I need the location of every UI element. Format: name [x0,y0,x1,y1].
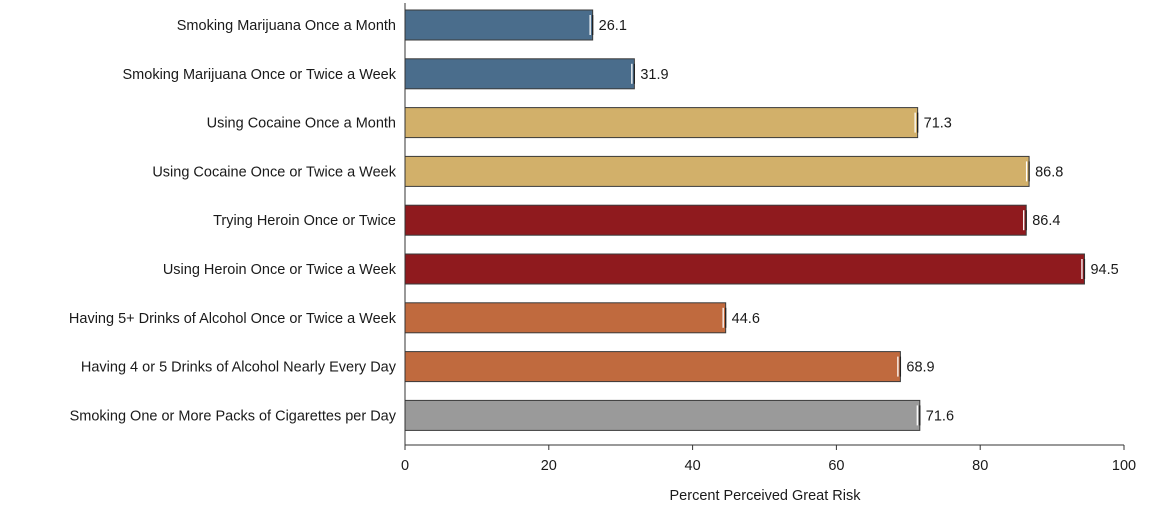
error-bar [631,63,638,84]
value-label: 86.4 [1032,213,1060,229]
x-tick-label: 40 [685,458,701,474]
category-labels: Smoking Marijuana Once a Month Smoking Ma… [69,18,397,424]
x-axis-title: Percent Perceived Great Risk [670,488,862,504]
error-bar [1023,210,1030,231]
x-tick-label: 60 [828,458,844,474]
value-labels: 26.1 31.9 71.3 86.8 86.4 94.5 44.6 68.9 71.6 [599,18,1119,424]
value-label: 94.5 [1090,262,1118,278]
category-label: Smoking Marijuana Once or Twice a Week [123,67,397,83]
error-bar [914,112,921,133]
value-label: 71.6 [926,408,954,424]
error-bar [722,307,729,328]
category-label: Smoking One or More Packs of Cigarettes … [70,408,397,424]
bar [404,9,594,41]
bar [404,155,1030,187]
bar [404,302,727,334]
value-label: 44.6 [732,311,760,327]
bars [404,9,1088,431]
bar [404,204,1027,236]
bar [404,107,919,139]
value-label: 71.3 [924,116,952,132]
value-label: 31.9 [640,67,668,83]
value-label: 86.8 [1035,164,1063,180]
category-label: Using Cocaine Once or Twice a Week [152,164,396,180]
value-label: 68.9 [906,360,934,376]
category-label: Trying Heroin Once or Twice [213,213,396,229]
bar [404,399,921,431]
error-bar [589,15,596,35]
bar [404,253,1085,285]
error-bar [1081,259,1088,279]
x-tick-label: 100 [1112,458,1136,474]
x-tick-label: 0 [401,458,409,474]
x-axis: 0 20 40 60 80 100 [401,3,1136,474]
category-label: Using Heroin Once or Twice a Week [163,262,397,278]
category-label: Using Cocaine Once a Month [207,116,396,132]
bar [404,351,901,383]
bar [404,58,635,90]
error-bar [916,405,923,426]
x-tick-label: 80 [972,458,988,474]
error-bar [897,356,904,377]
category-label: Having 5+ Drinks of Alcohol Once or Twic… [69,311,397,327]
category-label: Smoking Marijuana Once a Month [177,18,396,34]
x-tick-label: 20 [541,458,557,474]
category-label: Having 4 or 5 Drinks of Alcohol Nearly E… [81,360,397,376]
value-label: 26.1 [599,18,627,34]
error-bar [1025,161,1033,182]
